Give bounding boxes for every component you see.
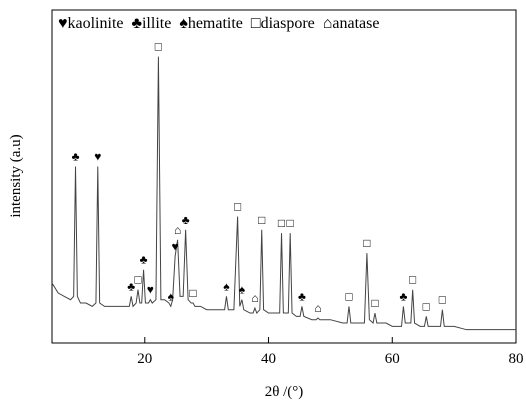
peak-marker: □ (345, 289, 352, 303)
peak-marker: ♥ (147, 283, 154, 297)
peak-marker: ⌂ (174, 223, 181, 237)
peak-marker: ♣ (399, 289, 407, 303)
peak-marker: □ (134, 273, 141, 287)
peak-marker: □ (371, 296, 378, 310)
x-tick-label: 80 (509, 351, 524, 367)
x-axis-label: 2θ /(°) (265, 384, 304, 400)
peak-marker: ♣ (140, 253, 148, 267)
peak-marker: ♣ (72, 150, 80, 164)
legend-label: anatase (332, 15, 379, 32)
peak-marker: ♠ (168, 289, 175, 303)
x-tick-label: 60 (385, 351, 400, 367)
peak-marker: ⌂ (251, 291, 258, 305)
peak-marker: □ (155, 40, 162, 54)
peak-marker: □ (234, 199, 241, 213)
peak-marker: □ (189, 286, 196, 300)
xrd-line (51, 56, 516, 331)
legend-label: diaspore (261, 15, 315, 32)
peak-marker: □ (363, 236, 370, 250)
legend-label: illite (142, 15, 171, 32)
legend: ♥kaolinite ♣illite ♠hematite □diaspore ⌂anat… (58, 15, 379, 32)
peak-marker: ♥ (94, 150, 101, 164)
peak-marker: □ (423, 299, 430, 313)
peak-marker: □ (287, 216, 294, 230)
peak-marker: ♣ (182, 213, 190, 227)
peak-marker: □ (409, 273, 416, 287)
legend-symbol: ♠ (179, 15, 188, 32)
y-axis-label: intensity (a.u) (8, 134, 24, 217)
peak-marker: ♠ (239, 283, 246, 297)
legend-label: kaolinite (68, 15, 124, 32)
plot-frame (51, 9, 517, 344)
legend-symbol: ♣ (131, 15, 142, 32)
peak-marker: ♠ (223, 279, 230, 293)
x-tick-label: 20 (137, 351, 152, 367)
peak-marker: ♣ (127, 279, 135, 293)
legend-symbol: □ (251, 15, 261, 32)
legend-symbol: ♥ (58, 15, 68, 32)
x-tick-label: 40 (261, 351, 276, 367)
peak-marker: ♣ (298, 289, 306, 303)
legend-symbol: ⌂ (323, 15, 333, 32)
peak-marker: □ (278, 216, 285, 230)
legend-label: hematite (188, 15, 243, 32)
peak-marker: ♥ (172, 239, 179, 253)
peak-marker: ⌂ (314, 301, 321, 315)
peak-marker: □ (258, 213, 265, 227)
peak-marker: □ (439, 293, 446, 307)
